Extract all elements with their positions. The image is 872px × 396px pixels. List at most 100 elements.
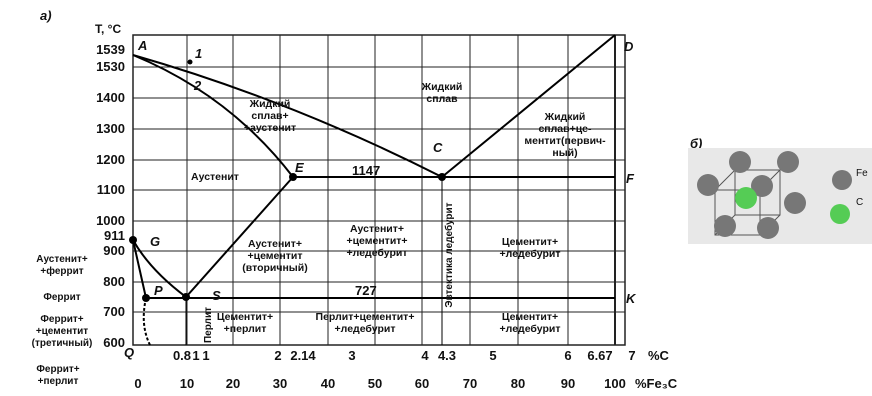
- vertical-label: Эвтектика ледебурит: [443, 202, 455, 307]
- x-tick-label: 1: [202, 348, 209, 363]
- y-tick-label: 1200: [96, 152, 125, 167]
- region-label: Феррит++цементит(третичный): [32, 314, 93, 349]
- x-tick-label: 40: [321, 376, 335, 391]
- point-label: C: [433, 140, 443, 155]
- label-line: Феррит+: [36, 364, 79, 375]
- x-tick-label: 20: [226, 376, 240, 391]
- region-label: Аустенит++цементит++ледебурит: [346, 223, 407, 259]
- axis-unit: %C: [648, 348, 670, 363]
- label-line: Цементит+: [217, 311, 273, 323]
- label-line: +ледебурит: [500, 248, 561, 260]
- label-line: Жидкий: [421, 81, 463, 93]
- label-line: Аустенит+: [248, 238, 302, 250]
- x-tick-label: 80: [511, 376, 525, 391]
- point-label: P: [154, 283, 163, 298]
- y-tick-label: 1539: [96, 42, 125, 57]
- x-tick-label: 6.67: [587, 348, 612, 363]
- x-tick-label: 4: [421, 348, 429, 363]
- label-line: +перлит: [38, 376, 79, 387]
- label-line: (третичный): [32, 338, 93, 349]
- label-line: Феррит: [43, 292, 80, 303]
- axis-label: T, °C: [95, 22, 121, 36]
- x-tick-label: 0: [134, 376, 141, 391]
- y-tick-label: 1400: [96, 90, 125, 105]
- y-tick-label: 1300: [96, 121, 125, 136]
- x-tick-label: 2.14: [290, 348, 316, 363]
- label-line: (вторичный): [242, 262, 307, 274]
- y-tick-label: 1530: [96, 59, 125, 74]
- label-line: Перлит+цементит+: [316, 311, 415, 323]
- y-tick-label: 700: [103, 304, 125, 319]
- x-tick-label: 10: [180, 376, 194, 391]
- diagram: а) б) T, °C 1539153014001300120011001000…: [0, 0, 872, 396]
- label-line: +ледебурит: [500, 323, 561, 335]
- label-line: +ледебурит: [335, 323, 396, 335]
- point-label: E: [295, 160, 304, 175]
- label-line: +перлит: [224, 323, 267, 335]
- x-tick-label: 70: [463, 376, 477, 391]
- label-line: сплав+це-: [538, 123, 592, 135]
- y-tick-label: 600: [103, 335, 125, 350]
- y-ticks: 1539153014001300120011001000911900800700…: [96, 42, 125, 350]
- point-label: G: [150, 234, 160, 249]
- x-tick-label: 1: [192, 348, 199, 363]
- label-line: Аустенит: [191, 171, 239, 183]
- x-tick-label: 50: [368, 376, 382, 391]
- label-line: Цементит+: [502, 311, 558, 323]
- region-label: Перлит+цементит++ледебурит: [316, 311, 415, 335]
- legend-label: Fe: [856, 168, 868, 179]
- point-label: K: [626, 291, 637, 306]
- x-tick-label: 2: [274, 348, 281, 363]
- point-label: F: [626, 171, 635, 186]
- label-line: +цементит: [36, 326, 88, 337]
- label-line: сплав: [426, 93, 458, 105]
- region-label: Аустенит++феррит: [36, 254, 88, 277]
- label-line: Аустенит+: [36, 254, 88, 265]
- region-label: Аустенит++цементит(вторичный): [242, 238, 307, 274]
- x-tick-label: 6: [564, 348, 571, 363]
- point-label: A: [137, 38, 147, 53]
- axis-unit: %Fe₃C: [635, 376, 678, 391]
- label-line: +феррит: [40, 265, 83, 277]
- region-label: Феррит: [43, 292, 80, 303]
- region-label: Цементит++перлит: [217, 311, 273, 335]
- label-line: ный): [552, 147, 577, 159]
- region-label: Аустенит: [191, 171, 239, 183]
- label-line: +ледебурит: [347, 247, 408, 259]
- crystal-cell: [688, 148, 872, 244]
- y-tick-label: 1100: [97, 182, 125, 197]
- y-tick-label: 911: [104, 228, 125, 243]
- vertical-label: Перлит: [203, 307, 214, 343]
- panel-label: а): [40, 8, 52, 23]
- point-label: 1: [195, 46, 202, 61]
- label-line: ментит(первич-: [524, 135, 606, 147]
- label-line: Цементит+: [502, 236, 558, 248]
- x-tick-label: 30: [273, 376, 287, 391]
- region-label: Цементит++ледебурит: [500, 236, 561, 260]
- x-tick-label: 4.3: [438, 348, 456, 363]
- point-label: Q: [124, 345, 134, 360]
- region-label: Цементит++ледебурит: [500, 311, 561, 335]
- label-line: +цементит: [248, 250, 303, 262]
- label-line: сплав+: [251, 110, 288, 122]
- x-tick-label: 3: [348, 348, 355, 363]
- y-tick-label: 800: [103, 274, 125, 289]
- temperature: 727: [355, 283, 377, 298]
- label-line: Жидкий: [249, 98, 291, 110]
- point-label: S: [212, 288, 221, 303]
- region-label: Феррит++перлит: [36, 364, 79, 387]
- x-tick-label: 100: [604, 376, 626, 391]
- point-label: 2: [193, 78, 202, 93]
- label-line: +цементит+: [346, 235, 407, 247]
- label-line: Жидкий: [544, 111, 586, 123]
- point-label: D: [624, 39, 634, 54]
- x-tick-label: 90: [561, 376, 575, 391]
- x-tick-label: 0.8: [173, 348, 191, 363]
- label-line: Аустенит+: [350, 223, 404, 235]
- y-tick-label: 1000: [96, 213, 125, 228]
- x-tick-label: 7: [628, 348, 635, 363]
- label-line: +аустенит: [244, 122, 296, 134]
